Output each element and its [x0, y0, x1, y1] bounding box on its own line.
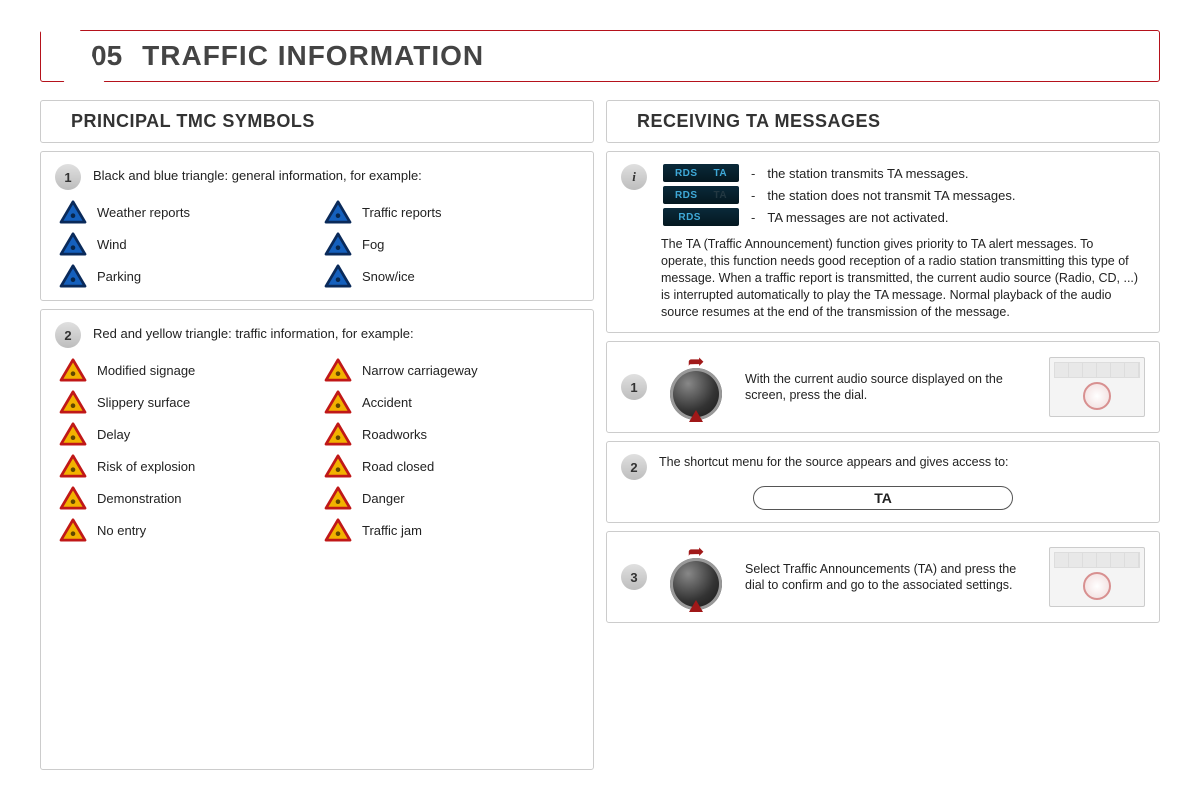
rds-row: RDSTA-the station transmits TA messages.: [663, 164, 1145, 182]
rds-text: the station does not transmit TA message…: [767, 188, 1015, 203]
triangle-icon: [324, 486, 352, 510]
ta-step-2-panel: 2 The shortcut menu for the source appea…: [606, 441, 1160, 523]
triangle-icon: [59, 232, 87, 256]
ta-pill: TA: [753, 486, 1013, 510]
tmc-blue-panel: 1 Black and blue triangle: general infor…: [40, 151, 594, 301]
triangle-icon: [59, 454, 87, 478]
symbol-label: Slippery surface: [97, 395, 190, 410]
triangle-icon: [59, 518, 87, 542]
symbol-label: Traffic jam: [362, 523, 422, 538]
symbol-item: Fog: [324, 232, 579, 256]
rds-indicator-icon: RDSTA: [663, 186, 739, 204]
symbol-label: Danger: [362, 491, 405, 506]
symbol-label: Fog: [362, 237, 384, 252]
symbol-item: Accident: [324, 390, 579, 414]
symbol-item: Narrow carriageway: [324, 358, 579, 382]
red-group-intro: Red and yellow triangle: traffic informa…: [93, 322, 579, 342]
symbol-label: Demonstration: [97, 491, 182, 506]
triangle-icon: [324, 518, 352, 542]
triangle-icon: [59, 486, 87, 510]
symbol-label: Parking: [97, 269, 141, 284]
blue-group-intro: Black and blue triangle: general informa…: [93, 164, 579, 184]
ta-step-1-panel: 1 ➦ With the current audio source displa…: [606, 341, 1160, 433]
triangle-icon: [324, 200, 352, 224]
left-section-header: PRINCIPAL TMC SYMBOLS: [40, 100, 594, 143]
symbol-item: Road closed: [324, 454, 579, 478]
symbol-item: Traffic jam: [324, 518, 579, 542]
symbol-item: No entry: [59, 518, 314, 542]
dash: -: [751, 166, 755, 181]
step3-badge: 3: [621, 564, 647, 590]
right-section-header: RECEIVING TA MESSAGES: [606, 100, 1160, 143]
symbol-label: Accident: [362, 395, 412, 410]
symbol-item: Risk of explosion: [59, 454, 314, 478]
symbol-item: Roadworks: [324, 422, 579, 446]
ta-description: The TA (Traffic Announcement) function g…: [661, 236, 1141, 320]
symbol-item: Danger: [324, 486, 579, 510]
rds-row: RDSTA-the station does not transmit TA m…: [663, 186, 1145, 204]
triangle-icon: [59, 390, 87, 414]
dash: -: [751, 188, 755, 203]
symbol-label: Traffic reports: [362, 205, 441, 220]
rds-indicator-icon: RDSTA: [663, 164, 739, 182]
red-group-badge: 2: [55, 322, 81, 348]
triangle-icon: [324, 264, 352, 288]
symbol-item: Weather reports: [59, 200, 314, 224]
triangle-icon: [59, 264, 87, 288]
triangle-icon: [59, 200, 87, 224]
step1-badge: 1: [621, 374, 647, 400]
info-badge: i: [621, 164, 647, 190]
symbol-item: Delay: [59, 422, 314, 446]
chapter-header: 05 TRAFFIC INFORMATION: [40, 30, 1160, 82]
symbol-item: Snow/ice: [324, 264, 579, 288]
triangle-icon: [324, 454, 352, 478]
symbol-item: Modified signage: [59, 358, 314, 382]
symbol-item: Demonstration: [59, 486, 314, 510]
tmc-red-panel: 2 Red and yellow triangle: traffic infor…: [40, 309, 594, 770]
symbol-label: Roadworks: [362, 427, 427, 442]
step3-text: Select Traffic Announcements (TA) and pr…: [745, 561, 1033, 594]
symbol-label: No entry: [97, 523, 146, 538]
rds-indicator-icon: RDS: [663, 208, 739, 226]
console-thumb-icon: [1049, 547, 1145, 607]
symbol-label: Wind: [97, 237, 127, 252]
chapter-title: TRAFFIC INFORMATION: [142, 40, 484, 72]
chapter-number: 05: [91, 40, 122, 72]
console-thumb-icon: [1049, 357, 1145, 417]
dial-icon: ➦: [663, 354, 729, 420]
symbol-item: Wind: [59, 232, 314, 256]
symbol-label: Risk of explosion: [97, 459, 195, 474]
right-column: RECEIVING TA MESSAGES i RDSTA-the statio…: [606, 100, 1160, 770]
step2-badge: 2: [621, 454, 647, 480]
symbol-label: Delay: [97, 427, 130, 442]
symbol-item: Parking: [59, 264, 314, 288]
triangle-icon: [59, 358, 87, 382]
symbol-item: Traffic reports: [324, 200, 579, 224]
step1-text: With the current audio source displayed …: [745, 371, 1033, 404]
rds-row: RDS-TA messages are not activated.: [663, 208, 1145, 226]
dash: -: [751, 210, 755, 225]
symbol-label: Narrow carriageway: [362, 363, 478, 378]
symbol-label: Road closed: [362, 459, 434, 474]
symbol-item: Slippery surface: [59, 390, 314, 414]
symbol-label: Snow/ice: [362, 269, 415, 284]
rds-text: TA messages are not activated.: [767, 210, 948, 225]
triangle-icon: [324, 358, 352, 382]
step2-text: The shortcut menu for the source appears…: [659, 454, 1145, 470]
triangle-icon: [324, 232, 352, 256]
blue-group-badge: 1: [55, 164, 81, 190]
dial-icon: ➦: [663, 544, 729, 610]
rds-text: the station transmits TA messages.: [767, 166, 968, 181]
symbol-label: Weather reports: [97, 205, 190, 220]
triangle-icon: [324, 390, 352, 414]
left-column: PRINCIPAL TMC SYMBOLS 1 Black and blue t…: [40, 100, 594, 770]
ta-info-panel: i RDSTA-the station transmits TA message…: [606, 151, 1160, 333]
triangle-icon: [59, 422, 87, 446]
ta-step-3-panel: 3 ➦ Select Traffic Announcements (TA) an…: [606, 531, 1160, 623]
triangle-icon: [324, 422, 352, 446]
symbol-label: Modified signage: [97, 363, 195, 378]
